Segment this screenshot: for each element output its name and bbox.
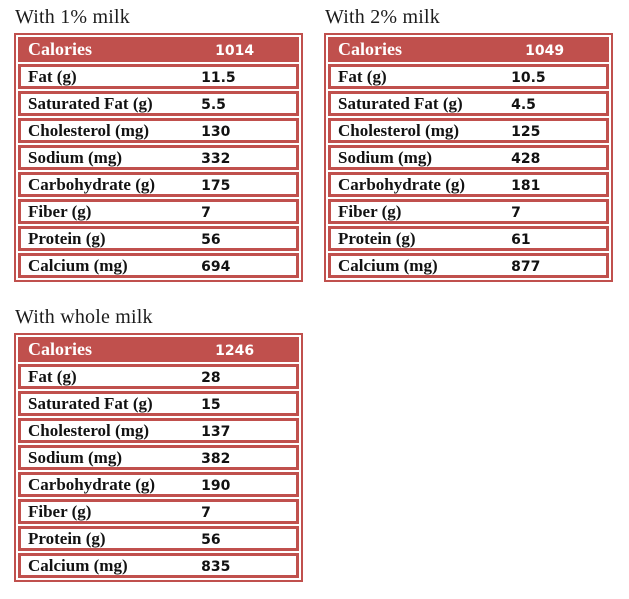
row-label: Fiber (g) [28,501,92,521]
table-header-row: Calories 1246 [18,337,299,362]
row-value: 28 [201,370,221,386]
table-row: Fiber (g) 7 [328,199,609,224]
row-label: Carbohydrate (g) [28,174,156,194]
row-value: 382 [201,451,231,467]
row-value: 15 [201,397,221,413]
row-value: 130 [201,124,231,140]
table-header-row: Calories 1014 [18,37,299,62]
table-section-2pct-milk: With 2% milk Calories 1049 Fat (g) 10.5 … [324,5,613,282]
row-label: Saturated Fat (g) [338,93,463,113]
row-label: Cholesterol (mg) [338,120,460,140]
row-label: Calcium (mg) [338,255,438,275]
table-header-row: Calories 1049 [328,37,609,62]
table-row: Carbohydrate (g) 190 [18,472,299,497]
row-label: Protein (g) [28,528,106,548]
row-label: Calcium (mg) [28,555,128,575]
table-row: Fat (g) 11.5 [18,64,299,89]
row-label: Fat (g) [28,66,77,86]
table-row: Protein (g) 56 [18,526,299,551]
table-title: With whole milk [15,306,153,328]
row-value: 56 [201,232,221,248]
row-label: Sodium (mg) [338,147,432,167]
table-title: With 1% milk [15,6,130,28]
row-value: 5.5 [201,97,226,113]
row-value: 835 [201,559,231,575]
table-row: Carbohydrate (g) 181 [328,172,609,197]
header-value: 1049 [525,43,565,59]
row-label: Carbohydrate (g) [338,174,466,194]
header-value: 1014 [215,43,255,59]
table-row: Cholesterol (mg) 137 [18,418,299,443]
table-row: Cholesterol (mg) 130 [18,118,299,143]
table-row: Fiber (g) 7 [18,499,299,524]
row-label: Fat (g) [28,366,77,386]
table-row: Sodium (mg) 332 [18,145,299,170]
row-label: Saturated Fat (g) [28,393,153,413]
table-row: Protein (g) 56 [18,226,299,251]
row-label: Protein (g) [338,228,416,248]
table-row: Fat (g) 10.5 [328,64,609,89]
row-value: 877 [511,259,541,275]
table-row: Carbohydrate (g) 175 [18,172,299,197]
row-value: 428 [511,151,541,167]
table-section-1pct-milk: With 1% milk Calories 1014 Fat (g) 11.5 … [14,5,303,282]
row-label: Sodium (mg) [28,147,122,167]
row-value: 181 [511,178,541,194]
row-value: 190 [201,478,231,494]
row-value: 332 [201,151,231,167]
row-label: Cholesterol (mg) [28,420,150,440]
row-value: 56 [201,532,221,548]
row-label: Fat (g) [338,66,387,86]
row-value: 61 [511,232,531,248]
table-row: Sodium (mg) 428 [328,145,609,170]
table-row: Calcium (mg) 835 [18,553,299,578]
row-value: 7 [511,205,521,221]
row-value: 125 [511,124,541,140]
row-value: 7 [201,505,211,521]
row-value: 7 [201,205,211,221]
header-label: Calories [338,39,402,59]
table-row: Sodium (mg) 382 [18,445,299,470]
row-label: Fiber (g) [28,201,92,221]
row-label: Fiber (g) [338,201,402,221]
table-row: Calcium (mg) 877 [328,253,609,278]
row-label: Protein (g) [28,228,106,248]
header-value: 1246 [215,343,255,359]
header-label: Calories [28,39,92,59]
row-value: 137 [201,424,231,440]
row-value: 694 [201,259,231,275]
row-label: Saturated Fat (g) [28,93,153,113]
table-row: Saturated Fat (g) 4.5 [328,91,609,116]
nutrition-table-2pct: Calories 1049 Fat (g) 10.5 Saturated Fat… [324,33,613,282]
table-row: Fat (g) 28 [18,364,299,389]
table-row: Protein (g) 61 [328,226,609,251]
table-title: With 2% milk [325,6,440,28]
table-row: Fiber (g) 7 [18,199,299,224]
header-label: Calories [28,339,92,359]
row-value: 4.5 [511,97,536,113]
table-row: Saturated Fat (g) 5.5 [18,91,299,116]
table-section-whole-milk: With whole milk Calories 1246 Fat (g) 28… [14,305,303,582]
nutrition-table-whole: Calories 1246 Fat (g) 28 Saturated Fat (… [14,333,303,582]
nutrition-table-1pct: Calories 1014 Fat (g) 11.5 Saturated Fat… [14,33,303,282]
row-value: 11.5 [201,70,236,86]
row-value: 175 [201,178,231,194]
table-row: Calcium (mg) 694 [18,253,299,278]
row-value: 10.5 [511,70,546,86]
row-label: Carbohydrate (g) [28,474,156,494]
row-label: Calcium (mg) [28,255,128,275]
row-label: Sodium (mg) [28,447,122,467]
row-label: Cholesterol (mg) [28,120,150,140]
table-row: Cholesterol (mg) 125 [328,118,609,143]
table-row: Saturated Fat (g) 15 [18,391,299,416]
